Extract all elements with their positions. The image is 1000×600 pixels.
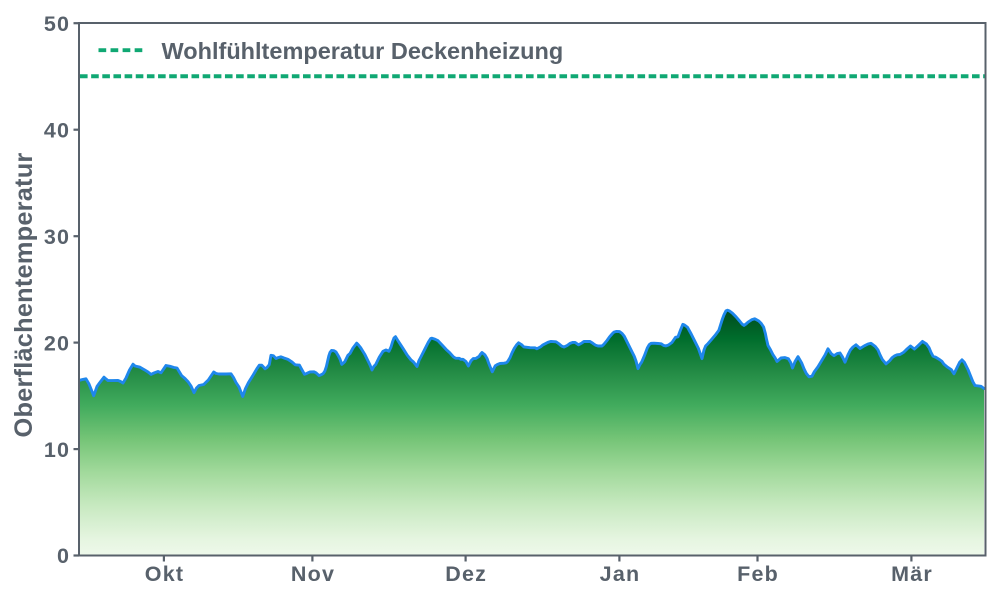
svg-text:Wohlfühltemperatur Deckenheizu: Wohlfühltemperatur Deckenheizung: [162, 38, 564, 64]
svg-text:40: 40: [44, 118, 70, 142]
svg-text:30: 30: [44, 225, 70, 249]
svg-text:0: 0: [57, 544, 70, 568]
svg-text:Oberflächentemperatur: Oberflächentemperatur: [10, 153, 38, 438]
svg-text:Mär: Mär: [891, 562, 933, 586]
svg-text:10: 10: [44, 438, 70, 462]
svg-text:Nov: Nov: [291, 562, 335, 586]
svg-text:Dez: Dez: [445, 562, 487, 586]
svg-text:Jan: Jan: [600, 562, 641, 586]
svg-text:20: 20: [44, 331, 70, 355]
svg-text:Okt: Okt: [145, 562, 184, 586]
svg-text:Feb: Feb: [737, 562, 779, 586]
svg-text:50: 50: [44, 12, 70, 36]
